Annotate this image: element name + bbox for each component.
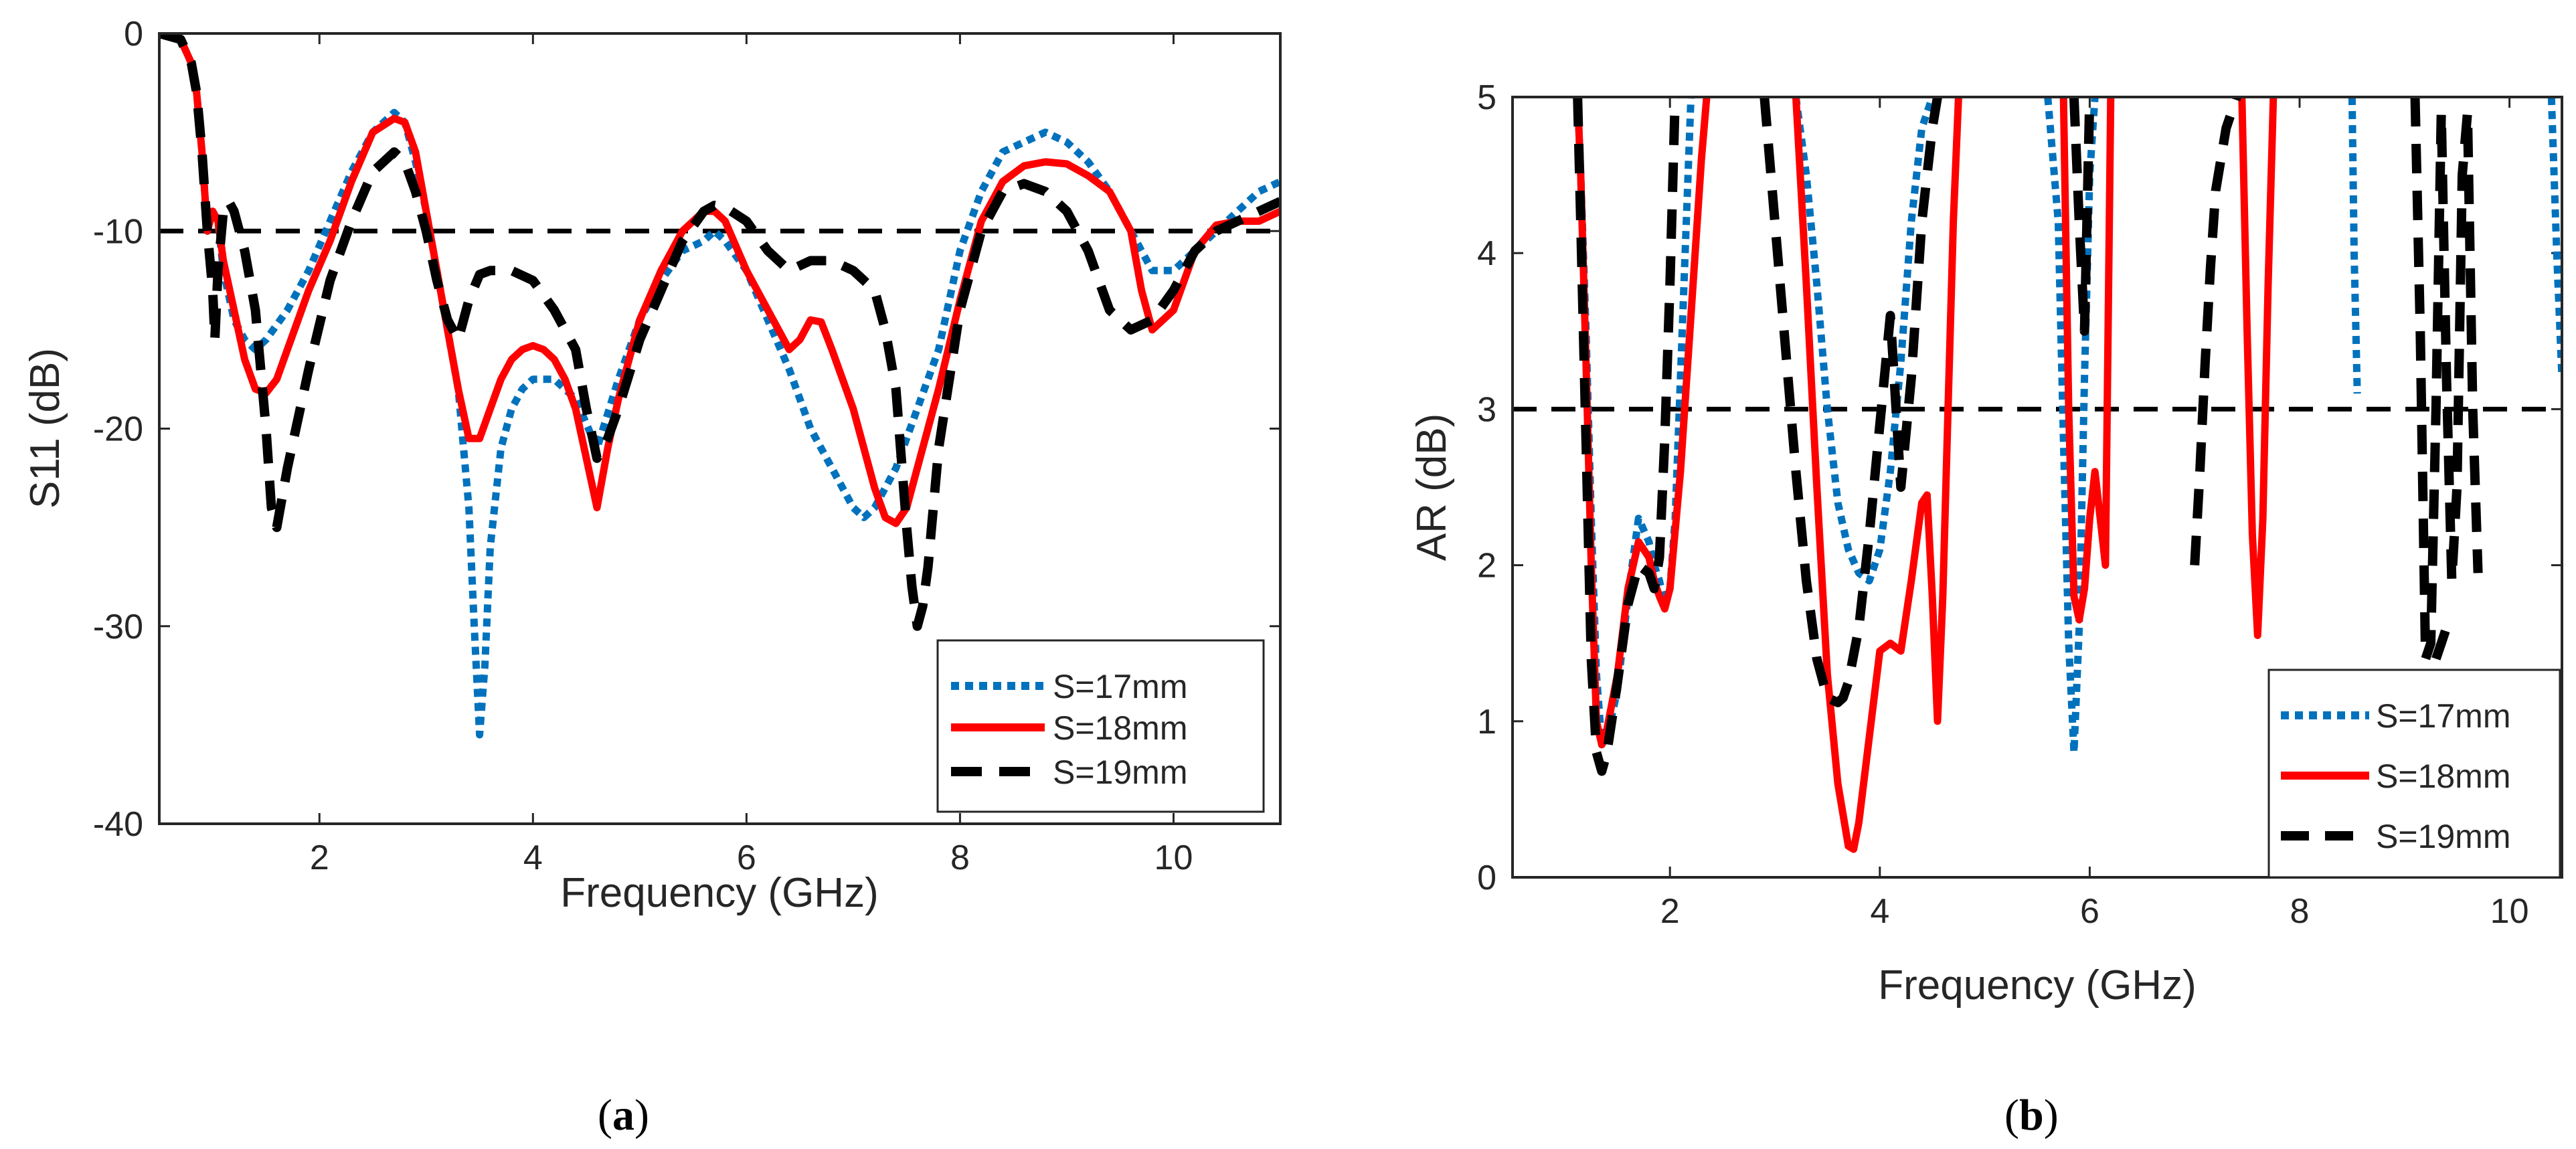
plot-frame — [1511, 96, 2563, 879]
y-tick-label: 3 — [1477, 390, 1496, 429]
y-tick-label: 5 — [1477, 78, 1496, 117]
y-tick-label: 0 — [124, 15, 143, 54]
y-axis-label: S11 (dB) — [22, 348, 68, 509]
series-line-s18mm-seg1 — [1792, 97, 1962, 853]
legend-label-s18: S=18mm — [2376, 758, 2510, 795]
x-tick-label: 10 — [2490, 892, 2529, 931]
x-axis-label: Frequency (GHz) — [1878, 962, 2196, 1008]
series-line-s18mm-seg3 — [2238, 97, 2278, 639]
series-line-s18mm — [159, 33, 1280, 527]
caption-a: (a) — [598, 1091, 649, 1140]
s11-chart: 2 4 6 8 10 -40 -30 -20 -10 0 Frequency (GHz) S11… — [22, 15, 1282, 916]
legend: S=17mm S=18mm S=19mm — [936, 639, 1265, 813]
y-ticks: -40 -30 -20 -10 0 — [93, 15, 1280, 844]
y-tick-label: 0 — [1477, 859, 1496, 897]
x-tick-label: 10 — [1154, 838, 1193, 877]
series-line-s18mm-seg0 — [1573, 97, 1711, 749]
y-tick-label: 4 — [1477, 234, 1496, 273]
series-group — [159, 33, 1280, 739]
y-tick-label: -20 — [93, 410, 143, 449]
y-ticks: 0 1 2 3 4 5 — [1477, 78, 2562, 897]
y-tick-label: 1 — [1477, 703, 1496, 741]
x-tick-label: 4 — [523, 838, 543, 877]
x-tick-label: 8 — [950, 838, 970, 877]
x-tick-label: 2 — [1660, 892, 1680, 931]
series-line-s18mm-seg2 — [2059, 97, 2115, 624]
y-axis-label: AR (dB) — [1409, 414, 1455, 561]
series-line-s19mm-seg1 — [1759, 97, 1942, 707]
plot-frame — [158, 32, 1282, 825]
legend-label-s19: S=19mm — [1053, 754, 1187, 791]
series-line-s19mm-seg3 — [2190, 97, 2241, 565]
ar-chart: 2 4 6 8 10 0 1 2 3 4 5 Frequency (GHz) AR (dB) S=… — [1409, 78, 2563, 1008]
x-ticks: 2 4 6 8 10 — [310, 33, 1193, 877]
legend-label-s19: S=19mm — [2376, 818, 2510, 855]
x-ticks: 2 4 6 8 10 — [1660, 97, 2529, 931]
series-line-s17mm-seg3 — [2348, 97, 2361, 394]
svg-text:(b): (b) — [2004, 1091, 2059, 1140]
x-axis-label: Frequency (GHz) — [560, 870, 878, 916]
legend-label-s18: S=18mm — [1053, 709, 1187, 747]
caption-b: (b) — [2004, 1091, 2059, 1140]
series-group — [1573, 97, 2562, 853]
y-tick-label: -10 — [93, 212, 143, 251]
series-line-s17mm-seg1 — [1792, 97, 1936, 585]
series-line-s19mm-seg2 — [2069, 97, 2095, 336]
y-tick-label: -40 — [93, 805, 143, 844]
series-line-s17mm-seg2 — [2044, 97, 2099, 756]
x-tick-label: 6 — [737, 838, 756, 877]
series-line-s17mm-seg4 — [2547, 97, 2562, 379]
legend: S=17mm S=18mm S=19mm — [2267, 669, 2561, 879]
x-tick-label: 2 — [310, 838, 329, 877]
series-line-s19mm — [159, 33, 1280, 631]
legend-label-s17: S=17mm — [2376, 697, 2510, 735]
y-tick-label: 2 — [1477, 547, 1496, 586]
svg-text:(a): (a) — [598, 1091, 649, 1140]
x-tick-label: 4 — [1870, 892, 1889, 931]
x-tick-label: 6 — [2080, 892, 2099, 931]
legend-label-s17: S=17mm — [1053, 668, 1187, 705]
y-tick-label: -30 — [93, 608, 143, 646]
series-line-s19mm-seg0 — [1573, 97, 1680, 776]
legend-box — [2267, 669, 2561, 879]
x-tick-label: 8 — [2290, 892, 2310, 931]
series-line-s19mm-seg4 — [2410, 97, 2483, 664]
series-line-s19mm-seg5 — [2431, 626, 2452, 660]
